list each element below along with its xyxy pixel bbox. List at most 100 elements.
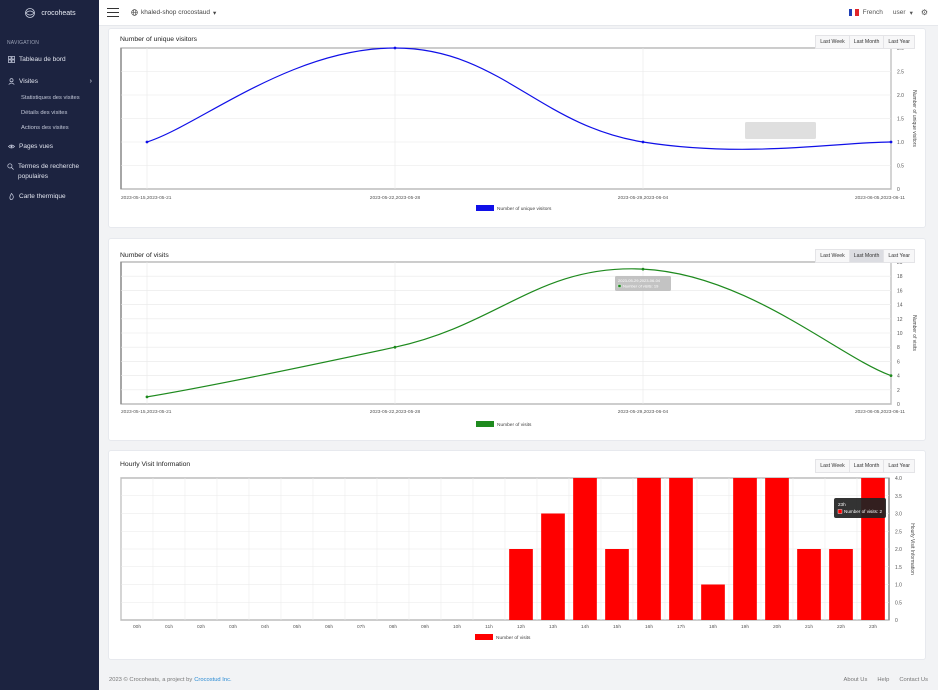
range-last-week-button[interactable]: Last Week [815,459,850,473]
range-selector: Last Week Last Month Last Year [815,35,915,49]
x-tick-label: 20h [773,624,781,630]
x-tick-label: 14h [581,624,589,630]
company-link[interactable]: Crocostud Inc. [194,677,232,683]
y-tick-label: 0.5 [895,600,902,606]
chevron-right-icon: › [89,77,92,85]
range-last-month-button[interactable]: Last Month [848,249,885,263]
x-tick-label: 04h [261,624,269,630]
x-tick-label: 05h [293,624,301,630]
x-tick-label: 02h [197,624,205,630]
x-tick-label: 00h [133,624,141,630]
y-tick-label: 8 [897,345,900,351]
x-tick-label: 2023-05-29,2023-06-04 [618,195,669,201]
x-tick-label: 09h [421,624,429,630]
crocoheats-logo-icon [25,8,36,18]
range-last-month-button[interactable]: Last Month [848,35,885,49]
range-last-week-button[interactable]: Last Week [815,35,850,49]
visits-chart: 0 2 4 6 8 10 12 14 16 18 20 Number of visits 2023-05… [120,260,917,428]
y-tick-label: 1.0 [897,140,904,146]
series-line [146,47,892,150]
bar [573,478,597,620]
x-tick-label: 17h [677,624,685,630]
legend-label: Number of unique visitors [497,206,552,212]
gear-icon[interactable]: ⚙ [920,8,928,17]
french-flag-icon [848,9,859,16]
bar [669,478,693,620]
sidebar-item-details[interactable]: Détails des visites [21,110,68,116]
tooltip-box [834,498,886,518]
user-menu[interactable]: user [892,9,906,16]
topbar: khaled-shop crocostaud ▾ French user ▾ ⚙ [99,0,938,26]
range-last-year-button[interactable]: Last Year [883,249,915,263]
sidebar-item-termes[interactable]: Termes de recherche populaires [0,162,99,182]
tooltip-box [745,122,816,139]
sidebar-item-statistiques[interactable]: Statistiques des visites [21,95,80,101]
x-tick-label: 2023-05-15,2023-05-21 [121,409,172,415]
range-selector: Last Week Last Month Last Year [815,249,915,263]
x-tick-label: 10h [453,624,461,630]
x-tick-label: 07h [357,624,365,630]
unique-visitors-chart: 0 0.5 1.0 1.5 2.0 2.5 3.0 Number of unique visi… [120,46,917,212]
bar [797,549,821,620]
contact-link[interactable]: Contact Us [899,677,928,683]
sidebar: crocoheats NAVIGATION Tableau de bord Vi… [0,0,99,690]
site-name: khaled-shop crocostaud [141,9,211,16]
globe-icon [131,9,138,16]
footer: 2023 © Crocoheats, a project by Crocostu… [99,670,938,690]
x-tick-label: 19h [741,624,749,630]
about-link[interactable]: About Us [843,677,868,683]
x-tick-label: 06h [325,624,333,630]
y-tick-label: 2 [897,388,900,394]
x-tick-label: 21h [805,624,813,630]
data-point [641,267,645,271]
data-point [393,46,397,50]
site-selector[interactable]: khaled-shop crocostaud ▾ [131,9,216,17]
y-tick-label: 16 [897,288,903,294]
plot-area: 0 0.5 1.0 1.5 2.0 2.5 3.0 3.5 4.0 [120,476,902,624]
help-link[interactable]: Help [877,677,890,683]
y-tick-label: 3.0 [897,46,904,52]
x-tick-label: 01h [165,624,173,630]
y-tick-label: 0 [895,618,898,624]
y-tick-label: 14 [897,303,903,309]
legend-swatch [476,205,494,211]
search-icon [7,162,14,170]
range-last-week-button[interactable]: Last Week [815,249,850,263]
range-last-year-button[interactable]: Last Year [883,459,915,473]
tooltip-swatch [617,284,622,288]
data-point [641,140,645,144]
y-axis-label: Hourly Visit Information [909,523,915,575]
sidebar-item-carte[interactable]: Carte thermique [0,192,99,200]
sidebar-item-dashboard[interactable]: Tableau de bord [0,55,99,63]
bar [605,549,629,620]
user-icon [7,77,15,85]
bar [541,513,565,620]
range-selector: Last Week Last Month Last Year [815,459,915,473]
range-last-month-button[interactable]: Last Month [848,459,885,473]
y-tick-label: 1.5 [897,117,904,123]
bar [765,478,789,620]
bar [701,584,725,620]
y-tick-label: 4.0 [895,476,902,482]
language-selector[interactable]: French [862,9,883,16]
flame-icon [7,192,15,200]
sidebar-item-visites[interactable]: Visites › [0,77,99,85]
sidebar-item-pages-vues[interactable]: Pages vues [0,142,99,150]
unique-visitors-card: 0 0.5 1.0 1.5 2.0 2.5 3.0 Number of unique visi… [108,28,926,228]
x-tick-label: 12h [517,624,525,630]
y-tick-label: 2.5 [897,70,904,76]
tooltip-title: 23h [838,502,846,507]
menu-toggle-icon[interactable] [107,7,119,18]
x-tick-label: 03h [229,624,237,630]
range-last-year-button[interactable]: Last Year [883,35,915,49]
legend-label: Number of visits [496,635,531,641]
eye-icon [7,142,15,150]
sidebar-item-label: Tableau de bord [19,55,66,63]
brand[interactable]: crocoheats [0,0,99,26]
legend-swatch [476,421,494,427]
data-point [393,345,397,349]
y-tick-label: 6 [897,359,900,365]
chart-title: Hourly Visit Information [120,461,191,468]
sidebar-item-actions[interactable]: Actions des visites [21,125,69,131]
y-tick-label: 20 [897,260,903,266]
